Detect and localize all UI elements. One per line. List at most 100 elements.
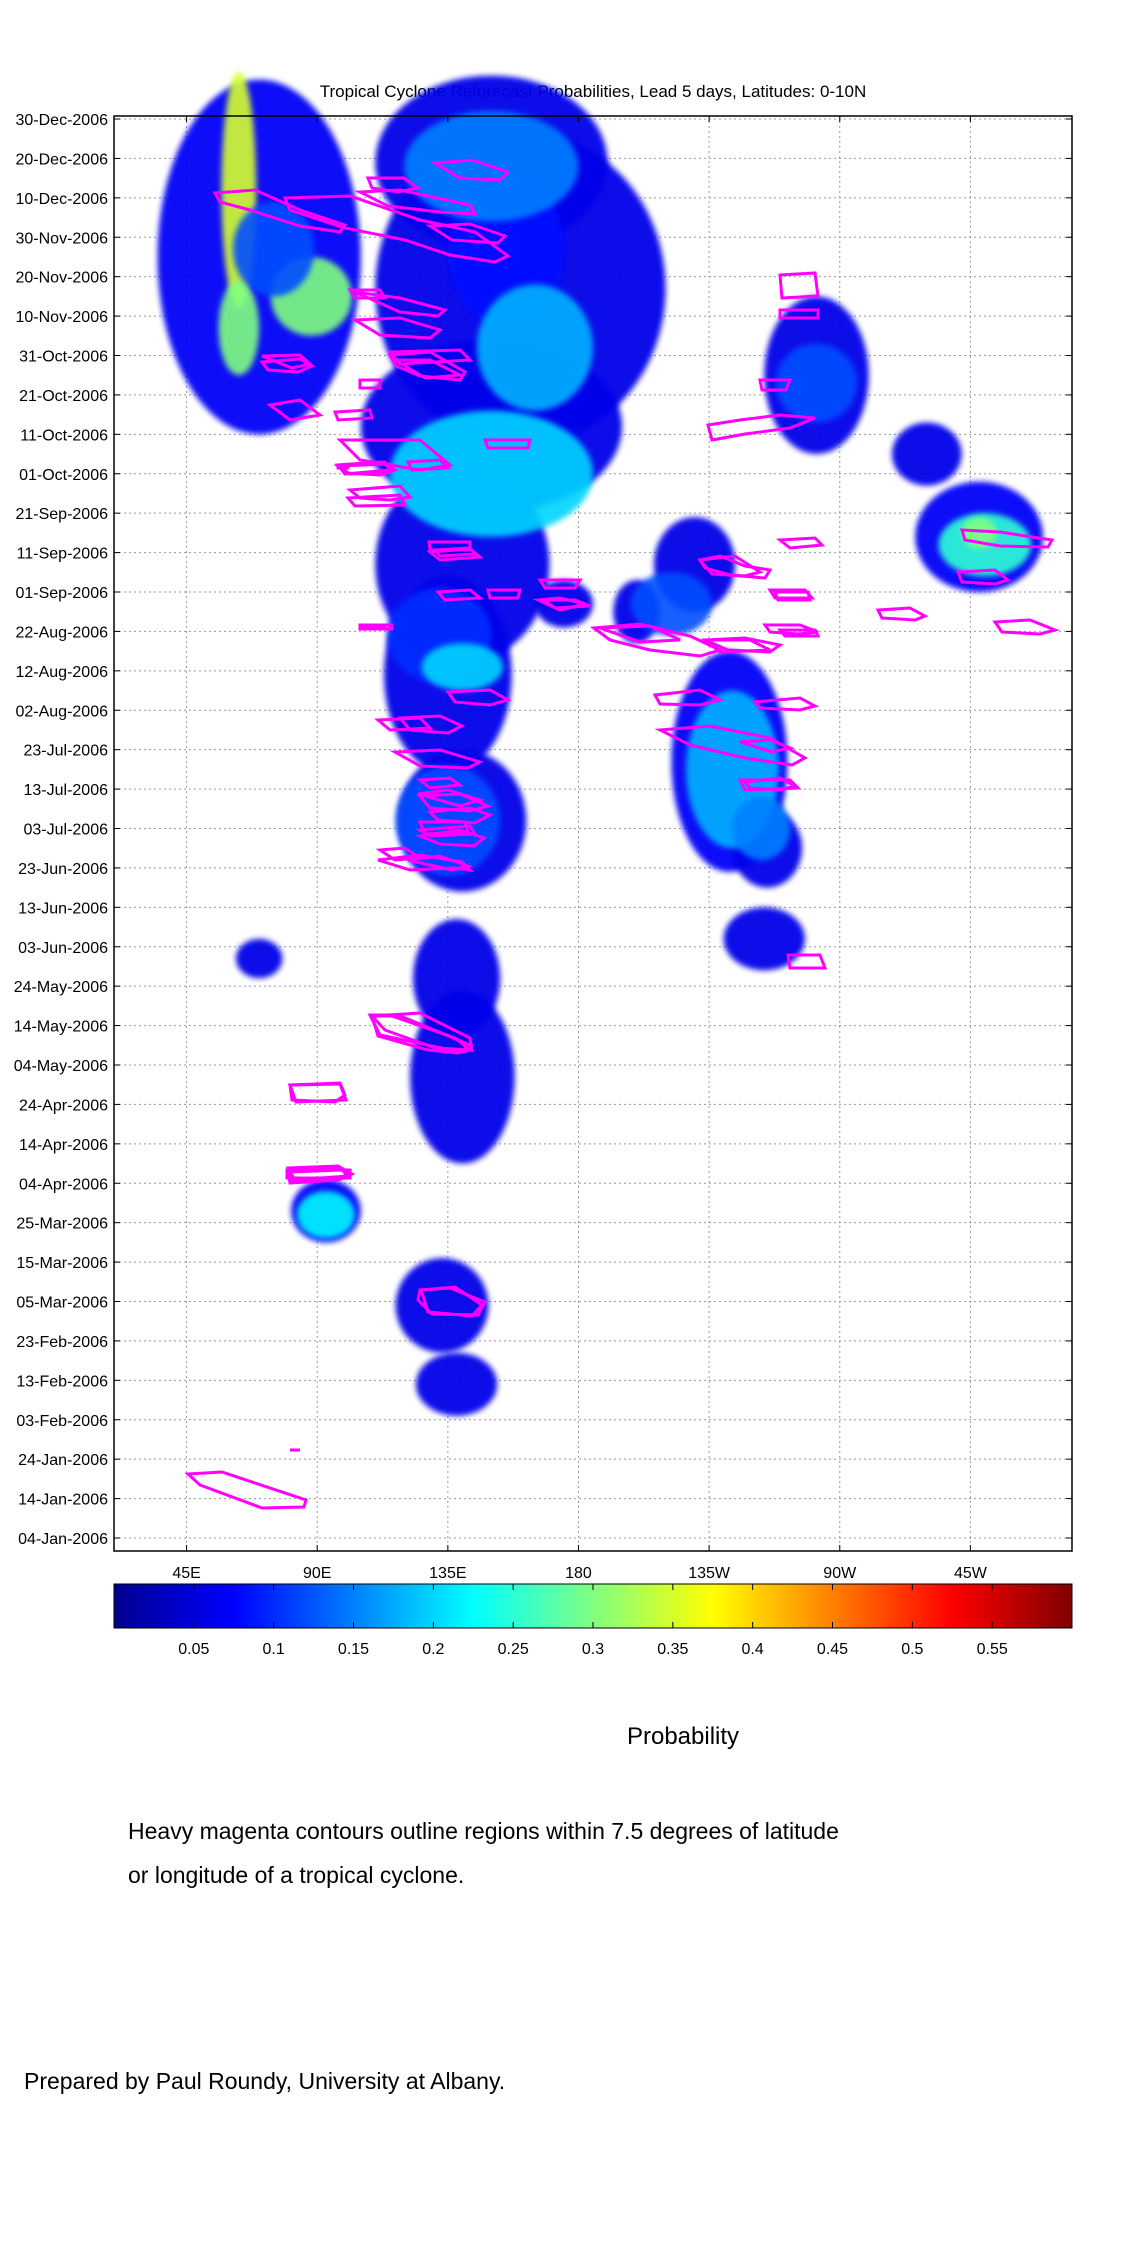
plot-area: 04-Jan-2006 14-Jan-2006 24-Jan-2006 03-Feb-… (14, 71, 1073, 1582)
cyclone-contour (778, 271, 820, 300)
cyclone-contour (425, 222, 508, 245)
colorbar-tick-label: 0.2 (422, 1641, 444, 1658)
colorbar-gradient (113, 1583, 1073, 1629)
cyclone-contour (739, 738, 796, 754)
cyclone-contour (414, 828, 488, 848)
y-tick-label: 03-Jun-2006 (18, 940, 108, 957)
cyclone-contour (336, 463, 350, 470)
y-tick-label: 05-Mar-2006 (16, 1295, 108, 1312)
cyclone-contour (430, 158, 511, 182)
probability-blob (296, 1191, 355, 1239)
cyclone-contour (539, 598, 591, 610)
y-tick-label: 21-Sep-2006 (15, 506, 108, 523)
probability-blob (775, 343, 858, 423)
y-tick-label: 15-Mar-2006 (16, 1255, 108, 1272)
cyclone-contour (700, 638, 771, 654)
colorbar-tick-label: 0.5 (901, 1641, 923, 1658)
x-tick-label: 90E (303, 1565, 331, 1582)
cyclone-contour (776, 536, 826, 550)
probability-blob (233, 201, 315, 297)
y-tick-label: 25-Mar-2006 (16, 1216, 108, 1233)
y-tick-label: 03-Jul-2006 (24, 822, 109, 839)
y-tick-label: 23-Feb-2006 (16, 1334, 108, 1351)
chart-title: Tropical Cyclone Reforecast Probabilitie… (320, 82, 867, 101)
cyclone-contours (184, 158, 1060, 1510)
x-tick-label: 135E (429, 1565, 466, 1582)
cyclone-contour (416, 792, 493, 813)
cyclone-contour (767, 588, 816, 600)
cyclone-contour (737, 778, 802, 792)
probability-blob (389, 410, 593, 537)
cyclone-contour (697, 554, 764, 578)
probability-blob (476, 284, 593, 411)
y-tick-label: 11-Sep-2006 (17, 546, 108, 563)
y-tick-label: 24-Apr-2006 (19, 1097, 108, 1114)
cyclone-contour (358, 623, 394, 631)
y-tick-label: 04-Jan-2006 (18, 1531, 108, 1548)
colorbar-tick-label: 0.15 (338, 1641, 369, 1658)
probability-blob (235, 938, 283, 979)
y-tick-label: 04-Apr-2006 (19, 1176, 108, 1193)
y-tick-label: 14-Jan-2006 (18, 1492, 108, 1509)
probability-blob (723, 907, 805, 971)
cyclone-contour (287, 1082, 349, 1104)
colorbar-tick-label: 0.1 (263, 1641, 285, 1658)
cyclone-contour (285, 1168, 352, 1180)
probability-blob (410, 990, 515, 1164)
y-tick-label: 14-Apr-2006 (19, 1137, 108, 1154)
probability-blob (732, 796, 791, 861)
x-tick-label: 90W (823, 1565, 857, 1582)
y-tick-label: 20-Nov-2006 (16, 270, 109, 287)
cyclone-contour (419, 1285, 485, 1318)
cyclone-contour (386, 348, 474, 366)
cyclone-contour (335, 460, 393, 476)
cyclone-contour (417, 788, 486, 808)
probability-blob (415, 1352, 498, 1416)
cyclone-contour (599, 624, 681, 644)
x-tick-label: 45W (954, 1565, 988, 1582)
y-tick-label: 20-Dec-2006 (16, 151, 109, 168)
cyclone-contour (368, 1011, 474, 1052)
y-tick-label: 30-Nov-2006 (16, 230, 109, 247)
y-tick-label: 04-May-2006 (14, 1058, 108, 1075)
cyclone-contour (992, 618, 1060, 636)
cyclone-contour (427, 540, 472, 552)
cyclone-contour (389, 748, 485, 770)
cyclone-contour (416, 776, 465, 790)
y-tick-label: 13-Jul-2006 (24, 782, 109, 799)
cyclone-contour (959, 528, 1055, 549)
cyclone-contour (369, 1014, 474, 1055)
colorbar: 0.05 0.1 0.15 0.2 0.25 0.3 0.35 0.4 0.45 0.5 0.55 (113, 1583, 1073, 1658)
cyclone-contour (875, 606, 929, 622)
y-tick-label: 03-Feb-2006 (16, 1413, 108, 1430)
cyclone-contour (374, 716, 434, 732)
probability-blob (630, 572, 713, 636)
x-tick-label: 180 (565, 1565, 592, 1582)
colorbar-tick-label: 0.35 (657, 1641, 688, 1658)
cyclone-contour (758, 378, 793, 392)
cyclone-contour (537, 578, 583, 590)
y-tick-label: 12-Aug-2006 (15, 664, 108, 681)
cyclone-contour (333, 462, 392, 476)
y-tick-label: 31-Oct-2006 (19, 349, 108, 366)
colorbar-tick-label: 0.45 (817, 1641, 848, 1658)
y-tick-label: 14-May-2006 (14, 1019, 108, 1036)
cyclone-contour (704, 636, 784, 654)
probability-blob (534, 580, 594, 628)
x-tick-label: 45E (172, 1565, 200, 1582)
cyclone-contour (706, 413, 816, 442)
cyclone-contour (349, 316, 444, 340)
y-tick-label: 10-Dec-2006 (16, 191, 109, 208)
cyclone-contour (358, 378, 382, 390)
cyclone-contour (354, 290, 449, 318)
y-tick-label: 01-Sep-2006 (15, 585, 108, 602)
cyclone-contour (184, 1470, 308, 1510)
colorbar-tick-label: 0.25 (498, 1641, 529, 1658)
cyclone-contour (377, 853, 475, 873)
y-tick-label: 24-May-2006 (14, 979, 108, 996)
plot-frame (113, 115, 1073, 1552)
cyclone-contour (261, 353, 314, 370)
cyclone-contour (389, 358, 466, 380)
cyclone-contour (434, 588, 484, 602)
